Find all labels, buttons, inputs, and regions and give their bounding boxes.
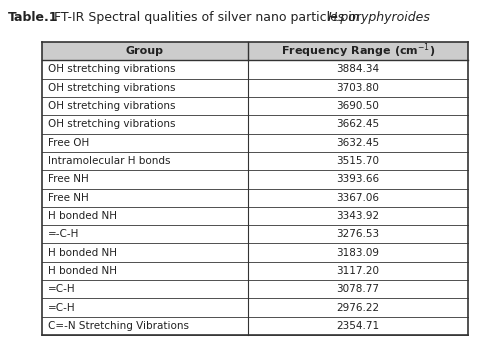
Text: H.poryphyroides: H.poryphyroides — [328, 11, 431, 24]
Text: Free NH: Free NH — [48, 193, 89, 203]
Text: =-C-H: =-C-H — [48, 229, 79, 239]
Text: 2976.22: 2976.22 — [337, 303, 380, 313]
Text: =C-H: =C-H — [48, 303, 76, 313]
Text: 3393.66: 3393.66 — [337, 174, 380, 184]
Text: Free OH: Free OH — [48, 138, 89, 148]
Text: OH stretching vibrations: OH stretching vibrations — [48, 83, 175, 93]
Text: 3276.53: 3276.53 — [337, 229, 380, 239]
Text: H bonded NH: H bonded NH — [48, 266, 117, 276]
Polygon shape — [42, 42, 468, 60]
Text: OH stretching vibrations: OH stretching vibrations — [48, 101, 175, 111]
Text: 3367.06: 3367.06 — [337, 193, 379, 203]
Text: 3343.92: 3343.92 — [337, 211, 380, 221]
Text: 2354.71: 2354.71 — [337, 321, 380, 331]
Text: 3078.77: 3078.77 — [337, 284, 379, 294]
Text: H bonded NH: H bonded NH — [48, 211, 117, 221]
Text: OH stretching vibrations: OH stretching vibrations — [48, 119, 175, 129]
Text: Table.1: Table.1 — [8, 11, 59, 24]
Text: 3515.70: 3515.70 — [337, 156, 379, 166]
Text: 3884.34: 3884.34 — [337, 65, 380, 75]
Text: =C-H: =C-H — [48, 284, 76, 294]
Text: Free NH: Free NH — [48, 174, 89, 184]
Text: Frequency Range (cm$^{-1}$): Frequency Range (cm$^{-1}$) — [281, 42, 435, 61]
Text: 3690.50: 3690.50 — [337, 101, 379, 111]
Text: 3632.45: 3632.45 — [337, 138, 380, 148]
Text: OH stretching vibrations: OH stretching vibrations — [48, 65, 175, 75]
Text: 3703.80: 3703.80 — [337, 83, 379, 93]
Text: H bonded NH: H bonded NH — [48, 248, 117, 258]
Text: 3117.20: 3117.20 — [337, 266, 379, 276]
Text: C=-N Stretching Vibrations: C=-N Stretching Vibrations — [48, 321, 189, 331]
Text: FT-IR Spectral qualities of silver nano particles in: FT-IR Spectral qualities of silver nano … — [50, 11, 364, 24]
Text: Table.1 FT-IR Spectral qualities of silver nano particles in: Table.1 FT-IR Spectral qualities of silv… — [0, 341, 1, 342]
Text: Intramolecular H bonds: Intramolecular H bonds — [48, 156, 170, 166]
Text: Group: Group — [126, 46, 164, 56]
Text: 3183.09: 3183.09 — [337, 248, 379, 258]
Text: 3662.45: 3662.45 — [337, 119, 380, 129]
